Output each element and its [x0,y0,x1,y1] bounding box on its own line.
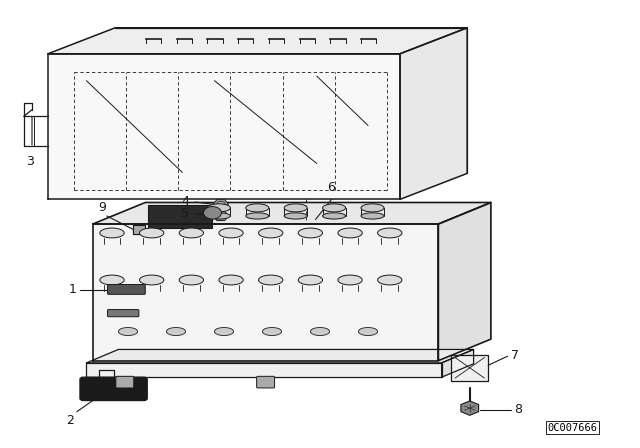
Ellipse shape [140,228,164,238]
Polygon shape [442,349,474,377]
Text: 8: 8 [515,403,523,417]
Ellipse shape [100,228,124,238]
Polygon shape [86,363,442,377]
Ellipse shape [219,275,243,285]
Polygon shape [133,225,145,234]
Ellipse shape [378,228,402,238]
Ellipse shape [246,213,269,219]
Text: 2: 2 [66,414,74,427]
Ellipse shape [284,204,307,212]
Ellipse shape [361,204,384,212]
Text: 1: 1 [69,283,77,297]
Ellipse shape [378,275,402,285]
Polygon shape [461,401,479,415]
FancyBboxPatch shape [257,376,275,388]
Ellipse shape [358,327,378,336]
Ellipse shape [179,275,204,285]
Polygon shape [451,355,488,381]
Ellipse shape [284,213,307,219]
Circle shape [204,207,221,219]
Ellipse shape [323,204,346,212]
FancyBboxPatch shape [108,284,145,294]
Bar [148,205,212,228]
Ellipse shape [259,228,283,238]
Ellipse shape [298,228,323,238]
Polygon shape [93,202,491,224]
Ellipse shape [100,275,124,285]
Polygon shape [48,28,467,54]
Text: 9: 9 [99,201,106,214]
Polygon shape [213,200,228,209]
Text: 3: 3 [26,155,34,168]
Text: 6: 6 [328,181,335,194]
Text: 0C007666: 0C007666 [548,423,598,433]
Ellipse shape [214,327,234,336]
Polygon shape [48,54,400,199]
Ellipse shape [166,327,186,336]
FancyBboxPatch shape [80,377,147,401]
Ellipse shape [207,204,230,212]
Polygon shape [93,224,438,361]
Text: 5: 5 [180,207,189,220]
Ellipse shape [140,275,164,285]
FancyBboxPatch shape [116,376,134,388]
FancyBboxPatch shape [284,217,328,231]
Ellipse shape [219,228,243,238]
Polygon shape [438,202,491,361]
Ellipse shape [207,213,230,219]
Ellipse shape [338,228,362,238]
Text: 4: 4 [181,195,189,208]
Ellipse shape [310,327,330,336]
Text: 7: 7 [511,349,519,362]
Ellipse shape [118,327,138,336]
Ellipse shape [338,275,362,285]
Ellipse shape [323,213,346,219]
Polygon shape [86,349,474,363]
FancyBboxPatch shape [108,310,139,317]
Polygon shape [213,211,228,220]
Ellipse shape [259,275,283,285]
Ellipse shape [262,327,282,336]
Ellipse shape [246,204,269,212]
Ellipse shape [298,275,323,285]
Ellipse shape [179,228,204,238]
Ellipse shape [361,213,384,219]
Polygon shape [400,28,467,199]
